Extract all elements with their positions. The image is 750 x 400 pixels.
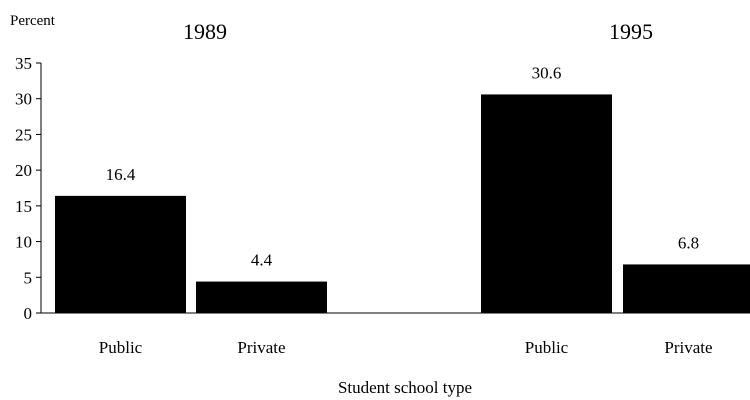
bar-1989-private [196, 281, 327, 313]
data-label: 30.6 [532, 63, 562, 82]
bar-1995-private [623, 264, 750, 313]
y-tick-label: 35 [15, 54, 32, 73]
y-tick-label: 30 [15, 90, 32, 109]
y-tick-label: 15 [15, 197, 32, 216]
y-tick-group: 0 5 10 15 20 25 30 35 [15, 54, 41, 323]
data-label: 6.8 [678, 233, 699, 252]
category-label: Public [99, 338, 143, 357]
group-title: 1995 [609, 19, 653, 44]
category-label: Private [664, 338, 712, 357]
y-tick-label: 10 [15, 233, 32, 252]
bar-1989-public [55, 195, 186, 313]
category-label: Private [237, 338, 285, 357]
y-tick-label: 5 [24, 268, 33, 287]
data-label: 4.4 [251, 251, 273, 270]
group-title: 1989 [183, 19, 227, 44]
y-tick-label: 20 [15, 161, 32, 180]
category-label: Public [525, 338, 569, 357]
data-label: 16.4 [106, 165, 136, 184]
bars-group: 1989 16.4 Public 4.4 Private 1995 30.6 Public 6.… [55, 19, 750, 357]
bar-1995-public [481, 94, 612, 313]
y-axis-label: Percent [10, 13, 56, 29]
x-axis-label: Student school type [338, 378, 472, 397]
y-tick-label: 0 [24, 304, 33, 323]
y-tick-label: 25 [15, 125, 32, 144]
